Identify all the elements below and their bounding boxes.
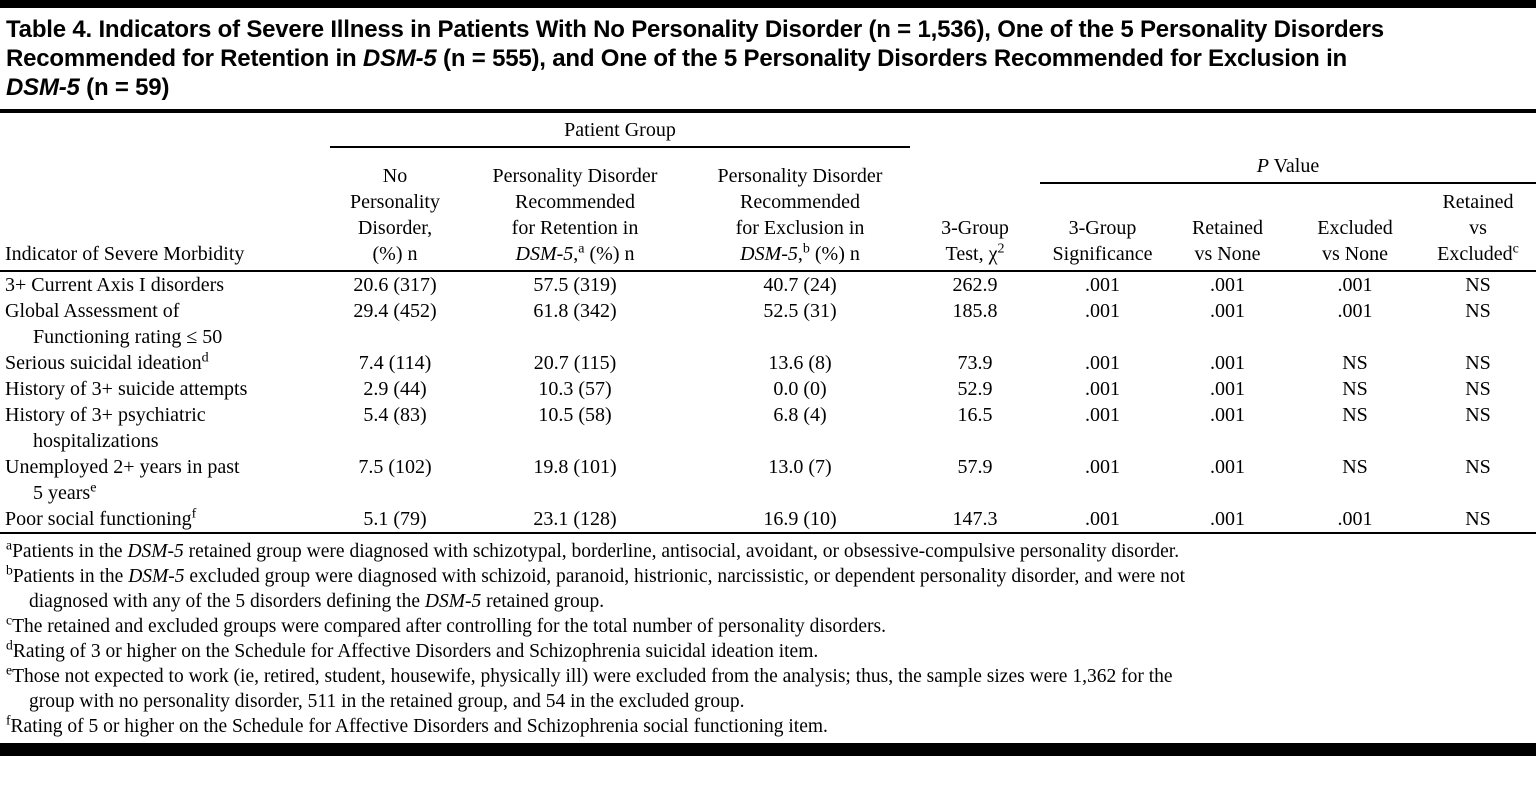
- paper-table-page: Table 4. Indicators of Severe Illness in…: [0, 0, 1536, 756]
- table-body: 3+ Current Axis I disorders 20.6 (317) 5…: [0, 271, 1536, 534]
- footnote-f: fRating of 5 or higher on the Schedule f…: [6, 712, 828, 737]
- column-header-retained-vs-none: Retained vs None: [1165, 183, 1290, 272]
- value-cell: 61.8 (342): [533, 300, 617, 322]
- bottom-rule: [0, 743, 1536, 756]
- column-header-excluded-vs-none: Excluded vs None: [1290, 183, 1420, 272]
- value-cell: .001: [1165, 506, 1290, 534]
- value-cell: 57.9: [957, 456, 993, 478]
- spanner-row-p-value: No Personality Disorder, (%) n Personality …: [0, 147, 1536, 272]
- spanner-row-patient-group: Indicator of Severe Morbidity Patient Gr…: [0, 113, 1536, 272]
- value-cell: NS: [1342, 352, 1368, 374]
- value-cell: 262.9: [952, 274, 998, 296]
- value-cell: 13.0 (7): [768, 456, 832, 478]
- spacer-cell: [1040, 113, 1536, 147]
- column-header-row: 3-Group Significance Retained vs None Excl…: [0, 183, 1536, 272]
- value-cell: 16.5: [957, 404, 993, 426]
- value-cell: 23.1 (128): [460, 506, 690, 534]
- value-cell: 19.8 (101): [533, 456, 617, 478]
- value-cell: NS: [1342, 404, 1368, 426]
- value-cell: NS: [1465, 404, 1491, 426]
- indicator-cell: History of 3+ psychiatric hospitalization…: [5, 404, 206, 452]
- table-header: Indicator of Severe Morbidity Patient Gr…: [0, 113, 1536, 272]
- value-cell: 6.8 (4): [773, 404, 827, 426]
- value-cell: .001: [1210, 456, 1245, 478]
- value-cell: 20.6 (317): [353, 274, 437, 296]
- table-row: Unemployed 2+ years in past 5 yearse 7.5 …: [0, 454, 1536, 506]
- table-row: Poor social functioningf 5.1 (79) 23.1 (…: [0, 506, 1536, 534]
- value-cell: .001: [1337, 274, 1373, 296]
- value-cell: .001: [1210, 352, 1245, 374]
- indicator-cell: Serious suicidal ideationd: [5, 350, 209, 374]
- value-cell: 13.6 (8): [768, 352, 832, 374]
- value-cell: NS: [1465, 352, 1491, 374]
- column-header-retained-vs-excluded: Retained vs Excludedc: [1420, 183, 1536, 272]
- value-cell: .001: [1210, 404, 1245, 426]
- value-cell: .001: [1085, 378, 1120, 400]
- value-cell: 10.3 (57): [538, 378, 612, 400]
- indicator-cell: 3+ Current Axis I disorders: [5, 274, 225, 296]
- value-cell: 52.5 (31): [763, 300, 837, 322]
- top-rule: [0, 0, 1536, 8]
- column-header-pd-retention: Personality Disorder Recommended for Reten…: [460, 147, 690, 272]
- indicator-cell: Poor social functioningf: [0, 506, 330, 534]
- value-cell: 10.5 (58): [538, 404, 612, 426]
- value-cell: 147.3: [910, 506, 1040, 534]
- value-cell: 7.4 (114): [358, 352, 432, 374]
- table-title: Table 4. Indicators of Severe Illness in…: [0, 8, 1536, 113]
- value-cell: .001: [1085, 404, 1120, 426]
- table-row: History of 3+ suicide attempts 2.9 (44) …: [0, 376, 1536, 402]
- value-cell: .001: [1290, 506, 1420, 534]
- column-header-no-pd: No Personality Disorder, (%) n: [330, 147, 460, 272]
- value-cell: 2.9 (44): [363, 378, 427, 400]
- value-cell: NS: [1465, 456, 1491, 478]
- value-cell: NS: [1465, 274, 1491, 296]
- value-cell: NS: [1342, 378, 1368, 400]
- value-cell: 7.5 (102): [358, 456, 432, 478]
- value-cell: .001: [1085, 352, 1120, 374]
- table-row: 3+ Current Axis I disorders 20.6 (317) 5…: [0, 271, 1536, 298]
- value-cell: 29.4 (452): [353, 300, 437, 322]
- footnote-a: aPatients in the DSM-5 retained group we…: [6, 537, 1180, 562]
- value-cell: .001: [1210, 274, 1245, 296]
- value-cell: .001: [1210, 378, 1245, 400]
- table-row: Global Assessment of Functioning rating ≤…: [0, 298, 1536, 350]
- column-header-pd-exclusion: Personality Disorder Recommended for Exclu…: [690, 147, 910, 272]
- table-row: History of 3+ psychiatric hospitalization…: [0, 402, 1536, 454]
- column-header-indicator: Indicator of Severe Morbidity: [0, 113, 330, 272]
- value-cell: 5.4 (83): [363, 404, 427, 426]
- value-cell: NS: [1420, 506, 1536, 534]
- value-cell: 185.8: [952, 300, 998, 322]
- column-header-three-group-significance: 3-Group Significance: [1040, 183, 1165, 272]
- column-header-three-group-test: 3-Group Test, χ2: [910, 113, 1040, 272]
- data-table: Indicator of Severe Morbidity Patient Gr…: [0, 113, 1536, 534]
- indicator-cell: Unemployed 2+ years in past 5 yearse: [5, 456, 240, 504]
- footnote-b: bPatients in the DSM-5 excluded group we…: [6, 562, 1186, 612]
- value-cell: 52.9: [957, 378, 993, 400]
- value-cell: .001: [1040, 506, 1165, 534]
- value-cell: NS: [1465, 378, 1491, 400]
- footnotes: aPatients in the DSM-5 retained group we…: [0, 534, 1536, 743]
- value-cell: 16.9 (10): [690, 506, 910, 534]
- indicator-cell: History of 3+ suicide attempts: [5, 378, 248, 400]
- footnote-e: eThose not expected to work (ie, retired…: [6, 662, 1173, 712]
- value-cell: 20.7 (115): [533, 352, 617, 374]
- value-cell: 73.9: [957, 352, 993, 374]
- value-cell: NS: [1342, 456, 1368, 478]
- value-cell: 5.1 (79): [330, 506, 460, 534]
- patient-group-spanner: Patient Group: [330, 113, 910, 148]
- p-value-spanner: P Value: [1040, 147, 1536, 184]
- footnote-d: dRating of 3 or higher on the Schedule f…: [6, 637, 819, 662]
- value-cell: .001: [1337, 300, 1373, 322]
- footnote-c: cThe retained and excluded groups were c…: [6, 612, 887, 637]
- value-cell: .001: [1210, 300, 1245, 322]
- value-cell: 0.0 (0): [773, 378, 827, 400]
- value-cell: 40.7 (24): [763, 274, 837, 296]
- value-cell: .001: [1085, 274, 1120, 296]
- value-cell: 57.5 (319): [533, 274, 617, 296]
- value-cell: NS: [1465, 300, 1491, 322]
- table-row: Serious suicidal ideationd 7.4 (114) 20.…: [0, 350, 1536, 376]
- indicator-cell: Global Assessment of Functioning rating ≤…: [5, 300, 223, 348]
- value-cell: .001: [1085, 456, 1120, 478]
- value-cell: .001: [1085, 300, 1120, 322]
